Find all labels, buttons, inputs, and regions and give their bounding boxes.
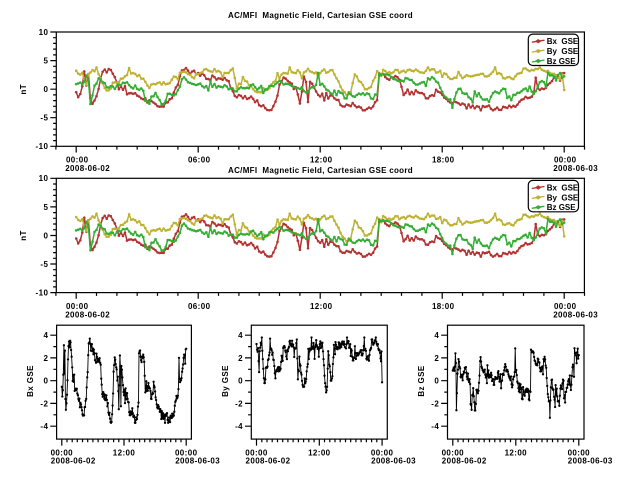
svg-text:00:00: 00:00 [175,448,198,457]
svg-text:00:00: 00:00 [371,448,394,457]
svg-text:10: 10 [39,28,49,37]
svg-text:4: 4 [238,331,243,340]
svg-text:2008-06-02: 2008-06-02 [65,311,110,320]
svg-text:Bx GSE: Bx GSE [547,183,579,192]
svg-text:Bx GSE: Bx GSE [547,37,579,46]
svg-text:00:00: 00:00 [245,448,268,457]
svg-text:12:00: 12:00 [308,448,331,457]
svg-text:By GSE: By GSE [221,365,230,397]
svg-text:-2: -2 [431,399,439,408]
svg-text:06:00: 06:00 [188,156,211,165]
svg-text:12:00: 12:00 [310,156,333,165]
svg-text:5: 5 [43,57,48,66]
svg-text:-5: -5 [40,260,48,269]
svg-text:00:00: 00:00 [66,156,89,165]
svg-text:00:00: 00:00 [554,302,577,311]
svg-text:0: 0 [43,231,48,240]
svg-text:Bz GSE: Bz GSE [547,57,577,66]
svg-text:06:00: 06:00 [188,302,211,311]
svg-text:12:00: 12:00 [310,302,333,311]
svg-text:nT: nT [19,230,28,241]
svg-text:-4: -4 [40,422,48,431]
svg-text:4: 4 [434,331,439,340]
svg-text:0: 0 [43,377,48,386]
svg-text:2008-06-02: 2008-06-02 [246,456,291,465]
svg-text:-10: -10 [36,142,49,151]
svg-text:00:00: 00:00 [51,448,74,457]
svg-text:-2: -2 [40,399,48,408]
svg-text:2: 2 [238,354,243,363]
svg-text:By GSE: By GSE [547,47,579,56]
svg-text:4: 4 [43,331,48,340]
svg-text:00:00: 00:00 [66,302,89,311]
svg-text:2008-06-03: 2008-06-03 [553,311,598,320]
svg-text:By GSE: By GSE [547,193,579,202]
svg-text:Bx GSE: Bx GSE [26,365,35,397]
svg-text:2008-06-03: 2008-06-03 [553,164,598,173]
svg-text:-10: -10 [36,289,49,298]
svg-text:AC/MFI Magnetic Field, Cartes: AC/MFI Magnetic Field, Cartesian GSE coo… [228,11,413,20]
svg-text:-4: -4 [235,422,243,431]
svg-text:0: 0 [238,377,243,386]
svg-text:0: 0 [434,377,439,386]
svg-text:12:00: 12:00 [505,448,528,457]
svg-text:-2: -2 [235,399,243,408]
svg-text:AC/MFI Magnetic Field, Cartes: AC/MFI Magnetic Field, Cartesian GSE coo… [228,166,413,175]
svg-text:10: 10 [39,174,49,183]
svg-text:00:00: 00:00 [554,156,577,165]
svg-text:2: 2 [434,354,439,363]
svg-text:nT: nT [19,84,28,95]
svg-text:2008-06-02: 2008-06-02 [65,164,110,173]
svg-text:2008-06-02: 2008-06-02 [51,456,96,465]
svg-text:Bz GSE: Bz GSE [417,365,426,397]
svg-text:2008-06-02: 2008-06-02 [442,456,487,465]
svg-text:18:00: 18:00 [432,302,455,311]
svg-text:0: 0 [43,85,48,94]
svg-text:12:00: 12:00 [113,448,136,457]
svg-text:00:00: 00:00 [442,448,465,457]
svg-text:5: 5 [43,203,48,212]
svg-text:2: 2 [43,354,48,363]
svg-text:-5: -5 [40,114,48,123]
svg-text:Bz GSE: Bz GSE [547,203,577,212]
svg-text:2008-06-03: 2008-06-03 [175,456,220,465]
svg-text:2008-06-03: 2008-06-03 [568,456,613,465]
svg-text:-4: -4 [431,422,439,431]
svg-text:2008-06-03: 2008-06-03 [371,456,416,465]
svg-text:18:00: 18:00 [432,156,455,165]
svg-text:00:00: 00:00 [568,448,591,457]
